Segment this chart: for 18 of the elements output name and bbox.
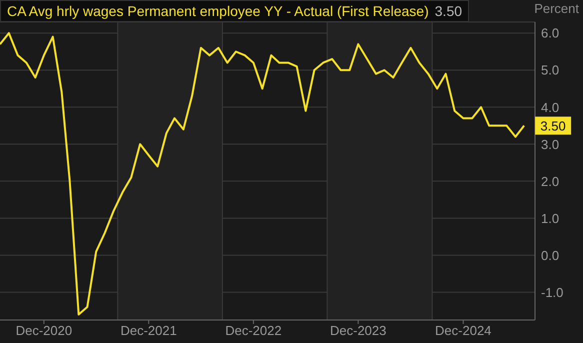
y-tick-label: 4.0 [541, 100, 560, 115]
y-axis-title: Percent [534, 1, 579, 16]
x-tick-label: Dec-2020 [16, 323, 72, 338]
x-tick-label: Dec-2024 [435, 323, 492, 338]
series-label: CA Avg hrly wages Permanent employee YY - Actual (First Release) [7, 3, 429, 19]
y-tick-label: 3.0 [541, 136, 560, 152]
y-tick-label: -1.0 [541, 284, 564, 300]
text: 3.50 [434, 3, 462, 19]
x-tick-label: Dec-2021 [120, 323, 177, 338]
x-tick-label: Dec-2023 [330, 323, 386, 338]
y-tick-label: 1.0 [541, 210, 560, 226]
line-series [0, 32, 526, 316]
y-tick-label: 6.0 [541, 26, 560, 41]
x-tick-label: Dec-2022 [225, 323, 282, 338]
annotation: 3.50 [540, 118, 566, 134]
y-tick-label: 2.0 [541, 174, 560, 189]
y-tick-label: 0.0 [541, 248, 560, 263]
y-tick-label: 5.0 [541, 62, 560, 78]
